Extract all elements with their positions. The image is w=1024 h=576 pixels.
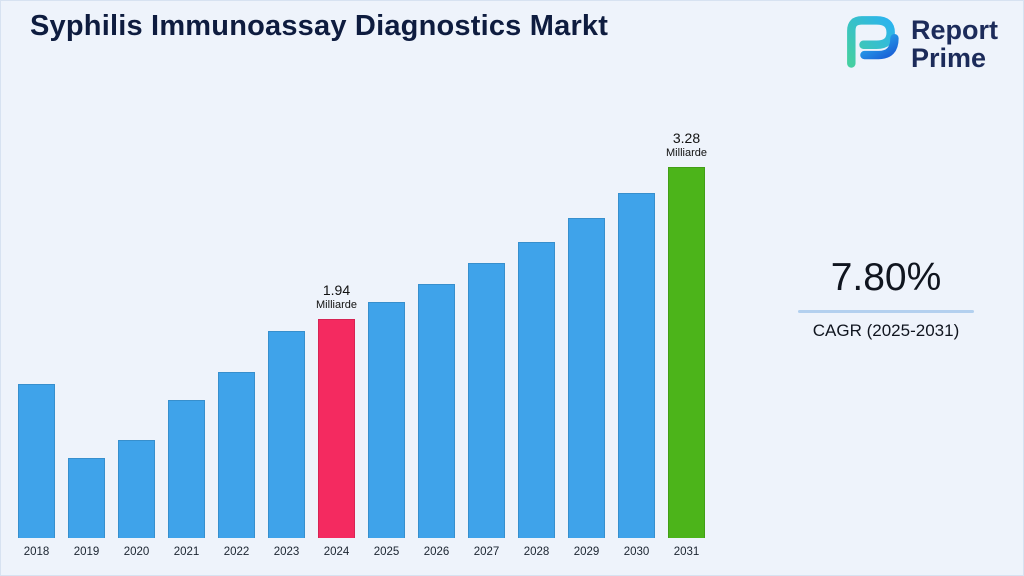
bar-2027	[468, 263, 505, 538]
report-prime-logo-text: Report Prime	[911, 16, 998, 72]
logo-line-report: Report	[911, 14, 998, 45]
bar-slot-2024: 1.94 Milliarde 2024	[316, 282, 357, 558]
x-tick-2019: 2019	[73, 546, 100, 558]
bar-slot-2027: 2027	[468, 263, 505, 558]
bar-2019	[68, 458, 105, 538]
cagr-block: 7.80% CAGR (2025-2031)	[796, 256, 976, 341]
x-tick-2026: 2026	[423, 546, 450, 558]
value-text-2031: 3.28	[672, 130, 701, 146]
unit-text-2031: Milliarde	[666, 147, 707, 159]
bar-slot-2020: 2020	[118, 440, 155, 558]
x-tick-2018: 2018	[23, 546, 50, 558]
bar-slot-2031: 3.28 Milliarde 2031	[666, 130, 707, 558]
bar-slot-2018: 2018	[18, 384, 55, 558]
x-tick-2021: 2021	[173, 546, 200, 558]
bar-value-label-2024: 1.94 Milliarde	[316, 282, 357, 312]
report-prime-logo: Report Prime	[841, 14, 998, 73]
x-tick-2024: 2024	[323, 546, 350, 558]
bar-2031	[668, 167, 705, 538]
x-tick-2022: 2022	[223, 546, 250, 558]
bar-2026	[418, 284, 455, 538]
cagr-value: 7.80%	[830, 256, 942, 299]
bar-2021	[168, 400, 205, 538]
bar-2020	[118, 440, 155, 538]
x-tick-2025: 2025	[373, 546, 400, 558]
bar-2024	[318, 319, 355, 538]
cagr-divider	[798, 310, 974, 313]
bar-value-label-2031: 3.28 Milliarde	[666, 130, 707, 160]
x-tick-2020: 2020	[123, 546, 150, 558]
bar-2025	[368, 302, 405, 538]
x-tick-2029: 2029	[573, 546, 600, 558]
x-tick-2031: 2031	[673, 546, 700, 558]
unit-text-2024: Milliarde	[316, 299, 357, 311]
bar-chart: 2018 2019 2020 2021 2022 2023 1.94 Milliarde 202…	[18, 110, 712, 558]
x-tick-2030: 2030	[623, 546, 650, 558]
value-text-2024: 1.94	[322, 282, 351, 298]
x-tick-2028: 2028	[523, 546, 550, 558]
logo-line-prime: Prime	[911, 42, 987, 73]
bar-2030	[618, 193, 655, 538]
bar-2029	[568, 218, 605, 538]
bar-2022	[218, 372, 255, 538]
bar-slot-2023: 2023	[268, 331, 305, 558]
bar-slot-2019: 2019	[68, 458, 105, 558]
report-prime-logo-icon	[841, 14, 901, 73]
bar-2023	[268, 331, 305, 538]
bar-slot-2026: 2026	[418, 284, 455, 558]
bar-slot-2022: 2022	[218, 372, 255, 558]
bar-slot-2028: 2028	[518, 242, 555, 558]
cagr-label: CAGR (2025-2031)	[812, 321, 960, 340]
x-tick-2027: 2027	[473, 546, 500, 558]
bar-slot-2025: 2025	[368, 302, 405, 558]
x-tick-2023: 2023	[273, 546, 300, 558]
bar-slot-2021: 2021	[168, 400, 205, 558]
page-title: Syphilis Immunoassay Diagnostics Markt	[30, 10, 609, 42]
bar-2028	[518, 242, 555, 538]
bar-2018	[18, 384, 55, 538]
bar-slot-2029: 2029	[568, 218, 605, 558]
bar-slot-2030: 2030	[618, 193, 655, 558]
